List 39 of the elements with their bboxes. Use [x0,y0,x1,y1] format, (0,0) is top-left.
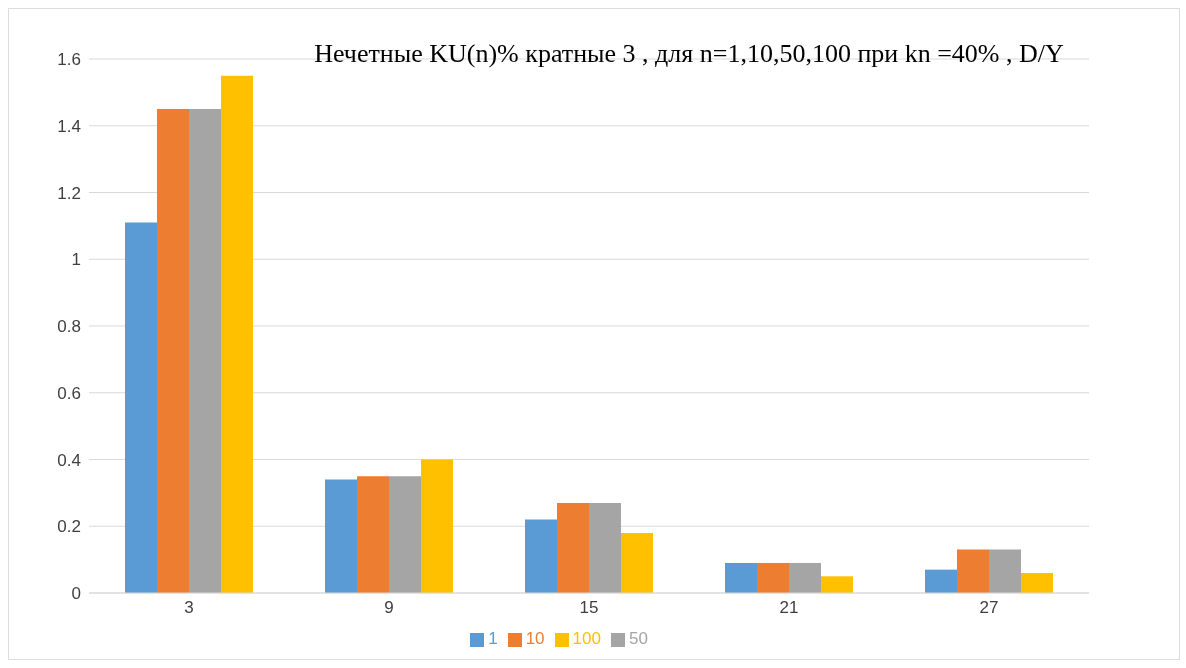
legend-label: 1 [488,629,498,648]
bar [389,476,421,593]
bar [925,569,957,593]
x-tick-label: 9 [384,598,394,618]
bar [221,75,253,593]
y-tick-label: 1 [71,250,81,270]
bar [757,562,789,593]
y-tick-label: 1.6 [57,50,81,70]
bar [821,576,853,593]
y-tick-label: 1.4 [57,116,81,136]
legend-label: 100 [572,629,601,648]
bar [789,562,821,593]
bar [725,562,757,593]
x-tick-label: 3 [184,598,194,618]
bar [189,109,221,593]
bar [525,519,557,593]
bar [957,549,989,593]
x-tick-label: 15 [579,598,599,618]
bar [157,109,189,593]
bar [589,502,621,593]
y-tick-label: 0 [71,584,81,604]
bar [989,549,1021,593]
chart-title: Нечетные KU(n)% кратные 3 , для n=1,10,50,100 при kn =40% , D/Y [313,38,1065,70]
bar [1021,572,1053,593]
x-tick-label: 21 [779,598,799,618]
legend-label: 10 [525,629,545,648]
y-tick-label: 0.2 [57,517,81,537]
bar [357,476,389,593]
y-tick-label: 0.6 [57,383,81,403]
y-tick-label: 0.8 [57,317,81,337]
bar [125,222,157,593]
y-tick-label: 0.4 [57,450,81,470]
bar [421,459,453,593]
y-tick-label: 1.2 [57,183,81,203]
legend-label: 50 [628,629,648,648]
bar [621,532,653,593]
bar [325,479,357,593]
bar [557,502,589,593]
x-tick-label: 27 [979,598,999,618]
